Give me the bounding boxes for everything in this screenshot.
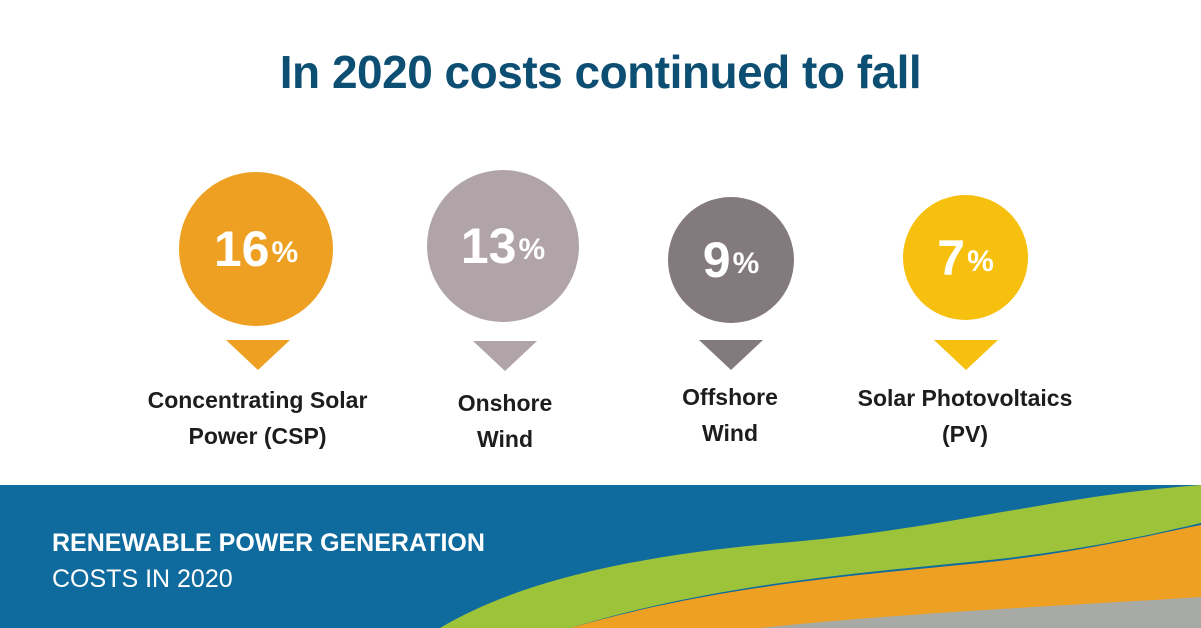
offshore-wind-pointer-triangle	[699, 340, 763, 370]
offshore-wind-percentage-value: 9	[702, 232, 731, 288]
decorative-wave-graphic	[440, 485, 1201, 628]
csp-percentage-unit: %	[271, 236, 299, 269]
banner-subheading: COSTS IN 2020	[52, 565, 233, 593]
solar-pv-pointer-triangle	[934, 340, 998, 370]
onshore-wind-label-line1: Onshore	[457, 390, 553, 416]
offshore-wind-label: Offshore Wind	[630, 379, 830, 451]
solar-pv-percentage-circle: 7 %	[903, 195, 1028, 320]
bottom-banner: RENEWABLE POWER GENERATION COSTS IN 2020	[0, 485, 1201, 628]
solar-pv-percentage-value: 7	[937, 229, 966, 286]
offshore-wind-percentage-unit: %	[732, 247, 760, 280]
onshore-wind-percentage-circle: 13 %	[427, 170, 579, 322]
wave-orange	[570, 525, 1201, 628]
onshore-wind-label-line2: Wind	[477, 426, 533, 452]
banner-text: RENEWABLE POWER GENERATION COSTS IN 2020	[52, 525, 485, 597]
onshore-wind-percentage-unit: %	[518, 233, 546, 266]
csp-percentage-circle: 16 %	[179, 172, 333, 326]
solar-pv-label: Solar Photovoltaics (PV)	[820, 380, 1110, 452]
offshore-wind-label-line1: Offshore	[682, 384, 778, 410]
csp-percentage-value: 16	[213, 221, 270, 277]
solar-pv-label-line2: (PV)	[942, 421, 988, 447]
banner-heading: RENEWABLE POWER GENERATION	[52, 529, 485, 557]
csp-label-line2: Power (CSP)	[188, 423, 327, 449]
solar-pv-percentage-unit: %	[967, 244, 994, 278]
csp-label-line1: Concentrating Solar	[147, 387, 368, 413]
offshore-wind-label-line2: Wind	[702, 420, 758, 446]
onshore-wind-pointer-triangle	[473, 341, 537, 371]
page-title: In 2020 costs continued to fall	[279, 46, 922, 98]
onshore-wind-label: Onshore Wind	[405, 385, 605, 457]
csp-pointer-triangle	[226, 340, 290, 370]
onshore-wind-percentage-value: 13	[460, 218, 517, 274]
wave-green	[440, 485, 1201, 628]
solar-pv-label-line1: Solar Photovoltaics	[857, 385, 1073, 411]
csp-label: Concentrating Solar Power (CSP)	[110, 382, 405, 454]
offshore-wind-percentage-circle: 9 %	[668, 197, 794, 323]
